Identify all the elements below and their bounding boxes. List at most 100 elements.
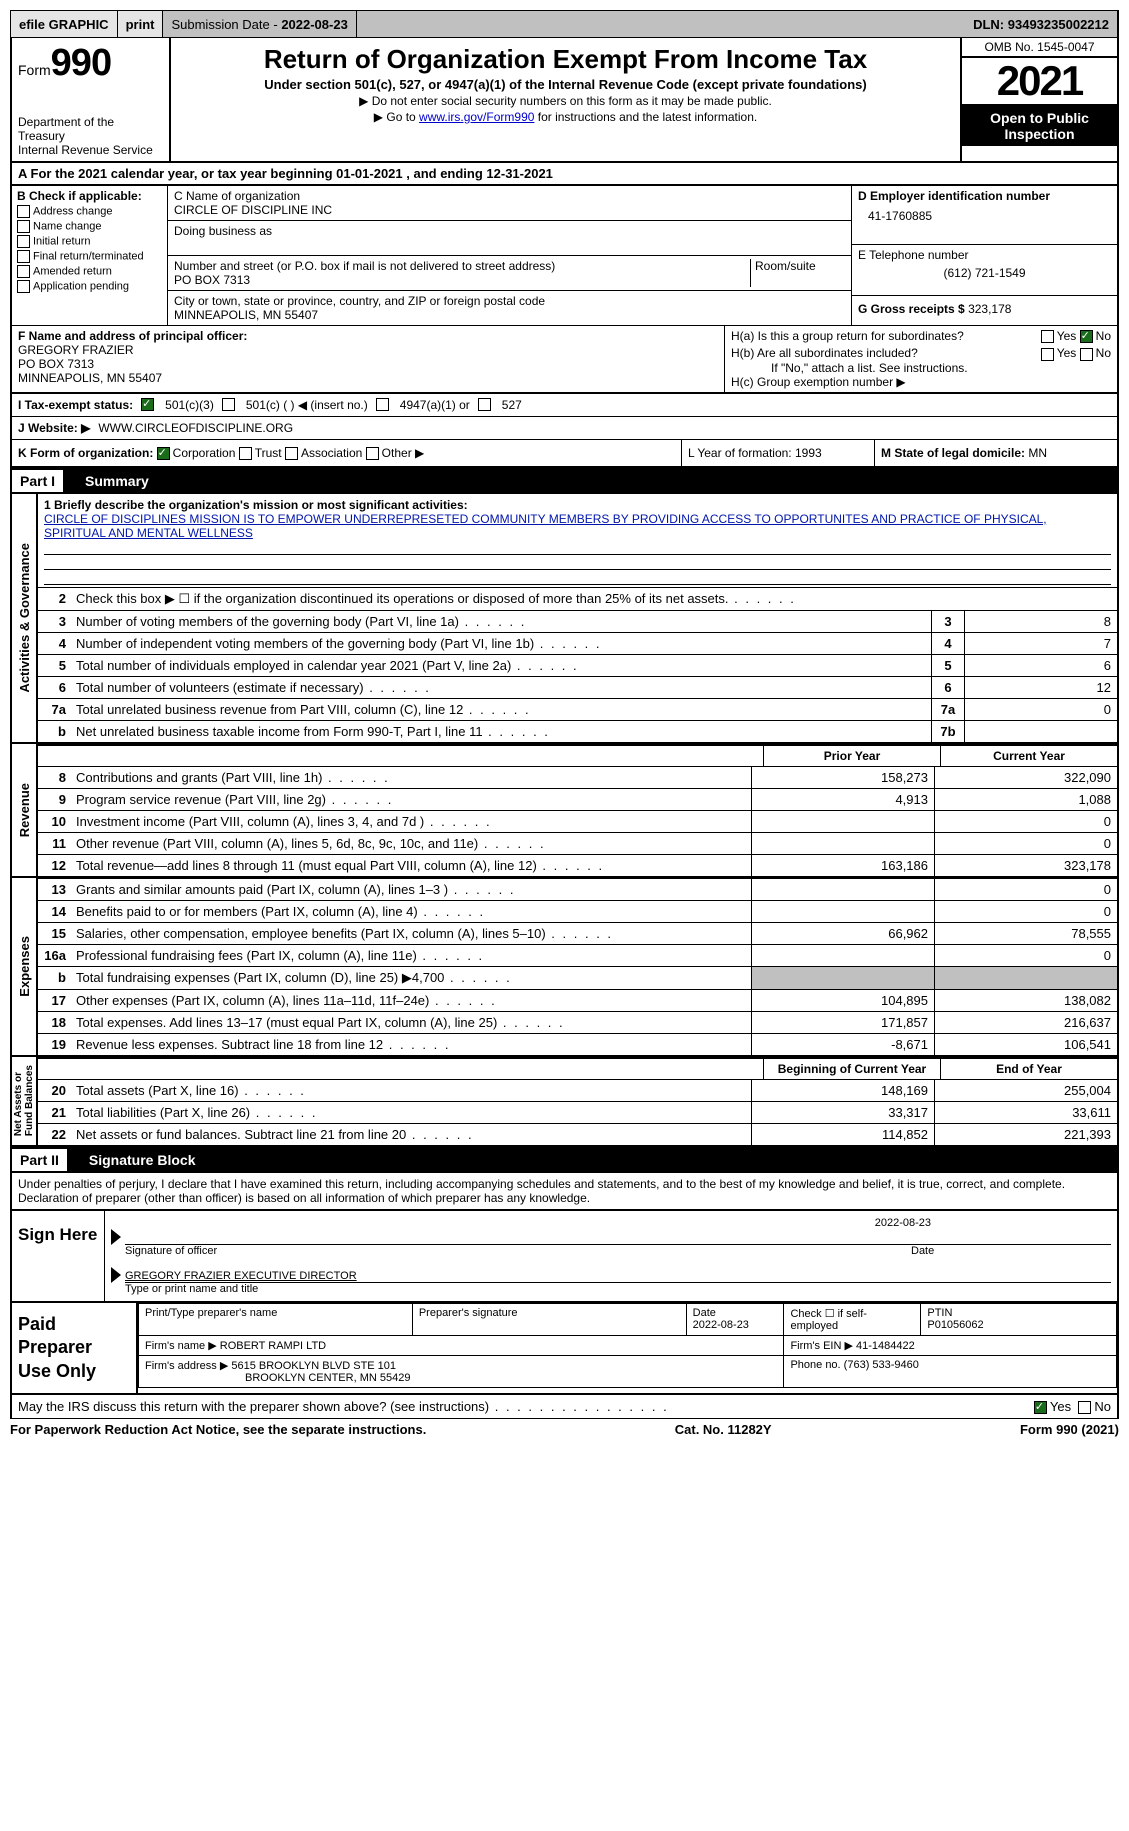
ha-yes-cb[interactable] (1041, 330, 1054, 343)
summary-line: 2Check this box ▶ ☐ if the organization … (38, 587, 1117, 610)
501c-cb[interactable] (222, 398, 235, 411)
summary-line: 21Total liabilities (Part X, line 26)33,… (38, 1101, 1117, 1123)
h-b-note: If "No," attach a list. See instructions… (731, 361, 1111, 375)
domicile-state: MN (1028, 446, 1047, 460)
efile-btn[interactable]: efile GRAPHIC (11, 11, 118, 37)
4947-cb[interactable] (376, 398, 389, 411)
form-subtitle: Under section 501(c), 527, or 4947(a)(1)… (181, 77, 950, 92)
summary-line: 10Investment income (Part VIII, column (… (38, 810, 1117, 832)
officer-addr: PO BOX 7313 (18, 357, 94, 371)
firm-addr1: 5615 BROOKLYN BLVD STE 101 (231, 1360, 396, 1372)
mission-q: 1 Briefly describe the organization's mi… (44, 498, 468, 512)
assoc-cb[interactable] (285, 447, 298, 460)
corp-cb[interactable] (157, 447, 170, 460)
vlabel-gov: Activities & Governance (17, 543, 32, 693)
dba-lbl: Doing business as (174, 224, 845, 238)
summary-line: 7aTotal unrelated business revenue from … (38, 698, 1117, 720)
boxb-cb[interactable] (17, 250, 30, 263)
summary-line: 11Other revenue (Part VIII, column (A), … (38, 832, 1117, 854)
tel-val: (612) 721-1549 (858, 262, 1111, 280)
summary-line: 8Contributions and grants (Part VIII, li… (38, 766, 1117, 788)
summary-line: 5Total number of individuals employed in… (38, 654, 1117, 676)
part1-header: Part ISummary (10, 468, 1119, 494)
form-header: Form990 Department of the Treasury Inter… (10, 38, 1119, 163)
boxb-cb[interactable] (17, 235, 30, 248)
irs-discuss-q: May the IRS discuss this return with the… (10, 1395, 1119, 1419)
sign-here: Sign Here 2022-08-23 Signature of office… (10, 1209, 1119, 1303)
summary-line: 20Total assets (Part X, line 16)148,1692… (38, 1079, 1117, 1101)
row-j: J Website: ▶ WWW.CIRCLEOFDISCIPLINE.ORG (10, 417, 1119, 440)
topbar: efile GRAPHIC print Submission Date - 20… (10, 10, 1119, 38)
paid-preparer: Paid Preparer Use Only Print/Type prepar… (10, 1303, 1119, 1395)
form-number: Form990 (18, 42, 163, 85)
tel-lbl: E Telephone number (858, 248, 1111, 262)
vlabel-rev: Revenue (17, 783, 32, 837)
boxb-cb[interactable] (17, 220, 30, 233)
summary-line: 3Number of voting members of the governi… (38, 610, 1117, 632)
box-b-hdr: B Check if applicable: (17, 189, 142, 203)
dln: DLN: 93493235002212 (965, 11, 1118, 37)
summary-line: 6Total number of volunteers (estimate if… (38, 676, 1117, 698)
summary-line: 18Total expenses. Add lines 13–17 (must … (38, 1011, 1117, 1033)
vlabel-exp: Expenses (17, 936, 32, 997)
officer-lbl: F Name and address of principal officer: (18, 329, 247, 343)
form-title: Return of Organization Exempt From Incom… (181, 44, 950, 75)
tax-year: 2021 (962, 58, 1117, 106)
summary-line: 4Number of independent voting members of… (38, 632, 1117, 654)
eoy-hdr: End of Year (940, 1059, 1117, 1079)
discuss-no-cb[interactable] (1078, 1401, 1091, 1414)
501c3-cb[interactable] (141, 398, 154, 411)
org-name-lbl: C Name of organization (174, 189, 845, 203)
open-inspection: Open to Public Inspection (962, 106, 1117, 146)
summary-line: 19Revenue less expenses. Subtract line 1… (38, 1033, 1117, 1055)
dept-label: Department of the Treasury Internal Reve… (18, 115, 163, 157)
hb-no-cb[interactable] (1080, 348, 1093, 361)
gross-lbl: G Gross receipts $ (858, 302, 965, 316)
sig-arrow-icon-2 (111, 1267, 121, 1283)
boxb-cb[interactable] (17, 265, 30, 278)
summary-netassets: Net Assets or Fund Balances Beginning of… (10, 1055, 1119, 1147)
summary-line: 14Benefits paid to or for members (Part … (38, 900, 1117, 922)
current-year-hdr: Current Year (940, 746, 1117, 766)
527-cb[interactable] (478, 398, 491, 411)
summary-line: 13Grants and similar amounts paid (Part … (38, 878, 1117, 900)
summary-line: 17Other expenses (Part IX, column (A), l… (38, 989, 1117, 1011)
link-note: ▶ Go to www.irs.gov/Form990 for instruct… (181, 110, 950, 124)
other-cb[interactable] (366, 447, 379, 460)
summary-line: bNet unrelated business taxable income f… (38, 720, 1117, 742)
org-city: MINNEAPOLIS, MN 55407 (174, 308, 845, 322)
summary-line: bTotal fundraising expenses (Part IX, co… (38, 966, 1117, 989)
sig-date-val: 2022-08-23 (111, 1217, 1111, 1229)
boxb-cb[interactable] (17, 205, 30, 218)
officer-city: MINNEAPOLIS, MN 55407 (18, 371, 162, 385)
sig-intro: Under penalties of perjury, I declare th… (10, 1173, 1119, 1209)
part2-header: Part IISignature Block (10, 1147, 1119, 1173)
ptin-val: P01056062 (927, 1319, 983, 1331)
summary-expenses: Expenses 13Grants and similar amounts pa… (10, 876, 1119, 1055)
prior-year-hdr: Prior Year (763, 746, 940, 766)
ein-lbl: D Employer identification number (858, 189, 1050, 203)
irs-link[interactable]: www.irs.gov/Form990 (419, 110, 534, 124)
trust-cb[interactable] (239, 447, 252, 460)
boxb-cb[interactable] (17, 280, 30, 293)
page-footer: For Paperwork Reduction Act Notice, see … (10, 1419, 1119, 1440)
summary-line: 16aProfessional fundraising fees (Part I… (38, 944, 1117, 966)
discuss-yes-cb[interactable] (1034, 1401, 1047, 1414)
summary-line: 9Program service revenue (Part VIII, lin… (38, 788, 1117, 810)
room-lbl: Room/suite (751, 259, 845, 287)
submission-date: Submission Date - 2022-08-23 (163, 11, 356, 37)
h-c: H(c) Group exemption number ▶ (731, 375, 1111, 389)
firm-addr2: BROOKLYN CENTER, MN 55429 (145, 1372, 410, 1384)
summary-line: 12Total revenue—add lines 8 through 11 (… (38, 854, 1117, 876)
hb-yes-cb[interactable] (1041, 348, 1054, 361)
h-b: H(b) Are all subordinates included? (731, 346, 918, 360)
print-btn[interactable]: print (118, 11, 164, 37)
summary-line: 22Net assets or fund balances. Subtract … (38, 1123, 1117, 1145)
row-klm: K Form of organization: Corporation Trus… (10, 440, 1119, 468)
website-val: WWW.CIRCLEOFDISCIPLINE.ORG (98, 421, 293, 435)
vlabel-net: Net Assets or Fund Balances (13, 1065, 35, 1136)
sig-nametype-lbl: Type or print name and title (111, 1283, 1111, 1295)
ha-no-cb[interactable] (1080, 330, 1093, 343)
mission-text: CIRCLE OF DISCIPLINES MISSION IS TO EMPO… (44, 512, 1047, 540)
sig-date-lbl: Date (911, 1245, 1111, 1257)
